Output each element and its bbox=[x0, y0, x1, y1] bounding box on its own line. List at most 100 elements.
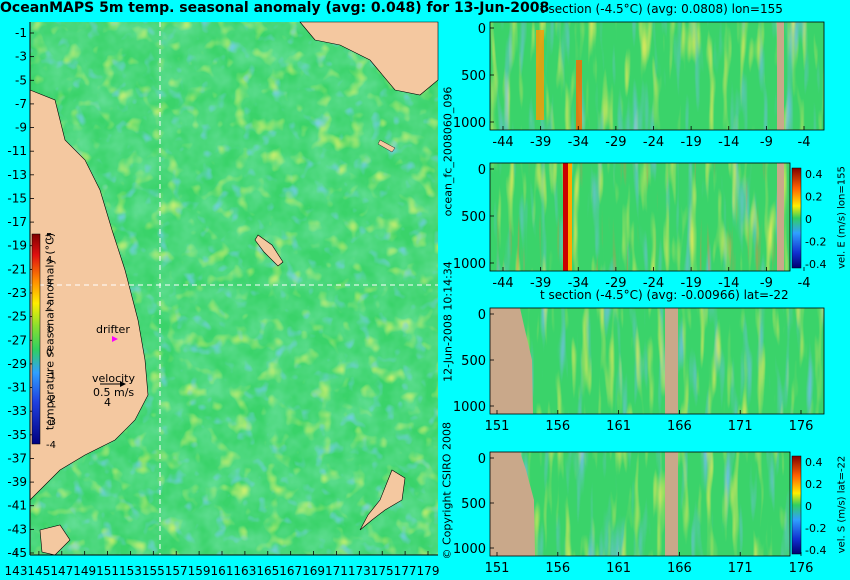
section-x-tick-label: -9 bbox=[760, 276, 773, 291]
map-lon-tick-label: 177 bbox=[394, 564, 417, 578]
velocity-label: velocity bbox=[92, 372, 135, 385]
section-y-tick-label: 1000 bbox=[453, 257, 486, 272]
map-lon-tick-label: 143 bbox=[5, 564, 28, 578]
map-colorbar-label: temperature seasonal anomaly (°C) bbox=[43, 232, 57, 431]
section-x-tick-label: 171 bbox=[728, 561, 753, 576]
section-x-tick-label: 156 bbox=[545, 419, 570, 434]
map-colorbar-tick-label: 1 bbox=[46, 324, 52, 335]
map-lat-tick-label: -39 bbox=[7, 475, 27, 489]
map-lat-tick-label: -1 bbox=[15, 26, 27, 40]
velocity-colorbar-tick-label: 0 bbox=[805, 213, 812, 226]
map-lon-tick-label: 159 bbox=[188, 564, 211, 578]
velocity-colorbar-tick-label: 0 bbox=[805, 500, 812, 513]
panel-1-title: t section (-4.5°C) (avg: 0.0808) lon=155 bbox=[540, 2, 783, 16]
section-x-tick-label: 166 bbox=[667, 419, 692, 434]
map-colorbar-tick-label: 5 bbox=[46, 232, 52, 243]
map-lat-tick-label: -27 bbox=[7, 333, 27, 347]
section-x-tick-label: -39 bbox=[530, 135, 551, 150]
map-lat-tick-label: -7 bbox=[15, 97, 27, 111]
section-x-tick-label: 156 bbox=[545, 561, 570, 576]
main-title: OceanMAPS 5m temp. seasonal anomaly (avg… bbox=[0, 0, 550, 16]
map-colorbar-tick-label: 0 bbox=[46, 348, 52, 359]
velocity-colorbar-tick-label: -0.2 bbox=[805, 236, 826, 249]
section-y-tick-label: 500 bbox=[461, 497, 486, 512]
section-y-tick-label: 500 bbox=[461, 69, 486, 84]
velocity-sub: 4 bbox=[104, 396, 111, 409]
section-x-tick-label: 161 bbox=[606, 419, 631, 434]
velocity-scale: 0.5 m/s bbox=[93, 386, 135, 399]
section-x-tick-label: 171 bbox=[728, 419, 753, 434]
map-lat-tick-label: -25 bbox=[7, 310, 27, 324]
map-lat-tick-label: -5 bbox=[15, 73, 27, 87]
section-y-tick-label: 0 bbox=[478, 22, 486, 37]
section-x-tick-label: -24 bbox=[643, 276, 664, 291]
map-lon-tick-label: 165 bbox=[256, 564, 279, 578]
map-lat-tick-label: -37 bbox=[7, 451, 27, 465]
map-lon-tick-label: 175 bbox=[371, 564, 394, 578]
map-lon-tick-label: 161 bbox=[211, 564, 234, 578]
velocity-colorbar-tick-label: 0.2 bbox=[805, 191, 823, 204]
section-x-tick-label: -29 bbox=[605, 135, 626, 150]
land-new-zealand bbox=[359, 469, 406, 531]
section-x-tick-label: -14 bbox=[718, 135, 739, 150]
section-panel-2 bbox=[489, 162, 802, 272]
map-colorbar: 5 4 3 2 1 0 -1 -2 -3 -4 bbox=[31, 232, 56, 451]
section-x-tick-label: 176 bbox=[789, 561, 814, 576]
map-colorbar-tick-label: 3 bbox=[46, 278, 52, 289]
map-lat-tick-label: -33 bbox=[7, 404, 27, 418]
map-lon-tick-label: 179 bbox=[417, 564, 440, 578]
section-x-tick-label: -44 bbox=[492, 276, 513, 291]
map-lat-tick-label: -21 bbox=[7, 262, 27, 276]
velocity-colorbar-tick-label: 0.4 bbox=[805, 456, 823, 469]
section-x-tick-label: -19 bbox=[681, 276, 702, 291]
section-y-tick-label: 500 bbox=[461, 210, 486, 225]
map-lon-tick-label: 145 bbox=[27, 564, 50, 578]
map-colorbar-tick-label: -4 bbox=[46, 440, 56, 451]
drifter-marker bbox=[112, 336, 118, 342]
section-x-tick-label: 151 bbox=[485, 419, 510, 434]
map-lat-tick-label: -15 bbox=[7, 191, 27, 205]
map-lon-tick-label: 167 bbox=[279, 564, 302, 578]
map-lat-tick-label: -3 bbox=[15, 50, 27, 64]
land-png bbox=[299, 21, 439, 96]
map-lat-tick-label: -45 bbox=[7, 546, 27, 560]
map-lat-tick-label: -35 bbox=[7, 428, 27, 442]
map-lat-tick-label: -23 bbox=[7, 286, 27, 300]
section-y-tick-label: 1000 bbox=[453, 116, 486, 131]
map-lon-tick-label: 155 bbox=[142, 564, 165, 578]
map-lon-tick-label: 153 bbox=[119, 564, 142, 578]
copyright-label: © Copyright CSIRO 2008 bbox=[440, 422, 454, 560]
section-x-tick-label: 166 bbox=[667, 561, 692, 576]
anomaly-map: -1-3-5-7-9-11-13-15-17-19-21-23-25-27-29… bbox=[5, 21, 440, 578]
map-colorbar-tick-label: -1 bbox=[46, 371, 56, 382]
velocity-colorbar-tick-label: -0.4 bbox=[805, 544, 826, 557]
section-x-tick-label: -24 bbox=[643, 135, 664, 150]
section-x-tick-label: -4 bbox=[798, 135, 811, 150]
map-lon-tick-label: 147 bbox=[50, 564, 73, 578]
section-x-tick-label: -29 bbox=[605, 276, 626, 291]
land-australia bbox=[29, 89, 149, 501]
section-y-tick-label: 1000 bbox=[453, 400, 486, 415]
section-x-tick-label: -44 bbox=[492, 135, 513, 150]
map-lat-tick-label: -11 bbox=[7, 144, 27, 158]
map-colorbar-tick-label: 2 bbox=[46, 301, 52, 312]
map-colorbar-tick-label: -2 bbox=[46, 394, 56, 405]
vel-s-label: vel. S (m/s) lat=-22 bbox=[836, 455, 848, 554]
section-panel-3 bbox=[489, 307, 825, 415]
section-y-tick-label: 500 bbox=[461, 354, 486, 369]
map-lat-tick-label: -17 bbox=[7, 215, 27, 229]
section-y-tick-label: 1000 bbox=[453, 542, 486, 557]
map-lon-tick-label: 163 bbox=[233, 564, 256, 578]
map-colorbar-tick-label: -3 bbox=[46, 417, 56, 428]
map-lat-tick-label: -43 bbox=[7, 522, 27, 536]
map-lon-tick-label: 173 bbox=[348, 564, 371, 578]
velocity-colorbar-tick-label: 0.2 bbox=[805, 478, 823, 491]
section-x-tick-label: 151 bbox=[485, 561, 510, 576]
velocity-colorbar-tick-label: -0.2 bbox=[805, 522, 826, 535]
section-y-tick-label: 0 bbox=[478, 308, 486, 323]
map-lat-tick-label: -13 bbox=[7, 168, 27, 182]
map-colorbar-tick-label: 4 bbox=[46, 255, 52, 266]
panel-3-title: t section (-4.5°C) (avg: -0.00966) lat=-… bbox=[540, 288, 789, 302]
section-y-tick-label: 0 bbox=[478, 163, 486, 178]
land-tasmania bbox=[39, 524, 71, 556]
